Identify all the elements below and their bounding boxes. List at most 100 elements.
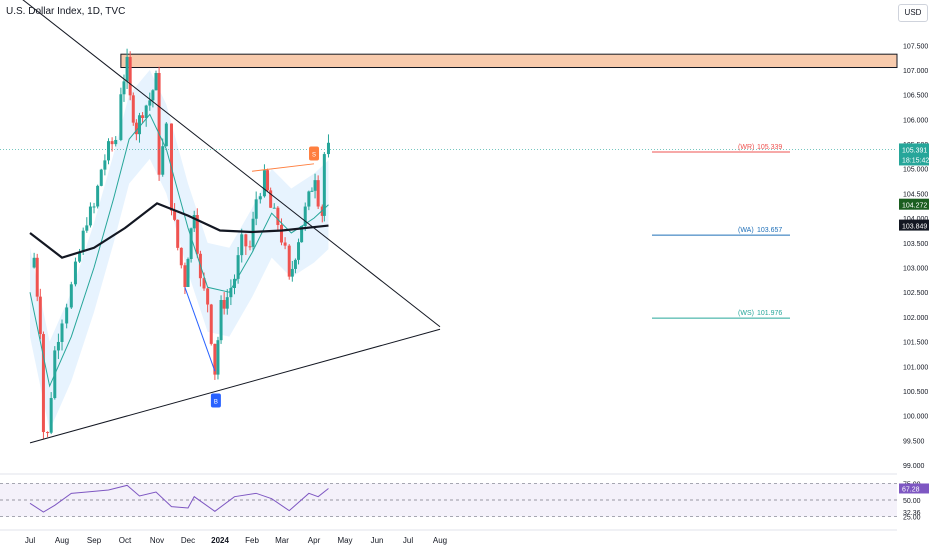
price-axis-label-time: 18:15:42: [902, 157, 929, 164]
time-axis-tick: Jul: [403, 536, 413, 545]
time-axis-tick: Aug: [433, 536, 447, 545]
time-axis-tick: Apr: [308, 536, 321, 545]
candle: [131, 95, 135, 123]
pivot-level-tag: (WR): [738, 144, 754, 151]
candle: [213, 343, 217, 375]
price-axis-label: [899, 198, 929, 210]
time-axis-tick: Jun: [371, 536, 384, 545]
price-axis-label: [899, 143, 929, 166]
price-axis-tick: 99.500: [903, 438, 925, 445]
candle: [60, 323, 64, 342]
candle: [303, 206, 307, 227]
descending-trendline[interactable]: [0, 0, 441, 328]
candle: [92, 206, 96, 208]
candle: [46, 432, 50, 434]
rsi-axis-tick: 32.36: [903, 510, 921, 517]
price-axis-label-text: 105.391: [902, 147, 927, 154]
price-axis-tick: 105.000: [903, 167, 928, 174]
200-day-moving-average: [29, 202, 329, 259]
time-axis-tick: 2024: [211, 536, 229, 545]
orange-swing-line[interactable]: [251, 163, 315, 172]
price-axis-bg[interactable]: [897, 0, 932, 550]
candle: [192, 215, 196, 229]
signal-marker[interactable]: [210, 393, 221, 408]
rsi-band: [0, 483, 897, 517]
candle: [186, 258, 190, 287]
candle: [78, 251, 82, 262]
price-axis-tick: 100.000: [903, 414, 928, 421]
candle: [176, 219, 180, 248]
candle: [229, 287, 233, 298]
candle: [32, 257, 36, 268]
candle: [216, 340, 220, 375]
time-axis-tick: Dec: [181, 536, 195, 545]
candle: [322, 154, 326, 216]
candle: [114, 139, 118, 145]
fast-moving-average: [29, 113, 329, 388]
candle: [262, 170, 266, 197]
ichimoku-cloud: [30, 69, 329, 431]
time-axis-tick: Feb: [245, 536, 259, 545]
candle: [293, 259, 297, 269]
candle: [73, 261, 77, 285]
candle: [316, 180, 320, 207]
candle: [164, 123, 168, 147]
candle: [110, 141, 114, 145]
candle: [195, 215, 199, 254]
candle: [106, 141, 110, 161]
price-axis-tick: 101.500: [903, 340, 928, 347]
time-axis-tick: Sep: [87, 536, 102, 545]
price-axis-tick: 103.000: [903, 266, 928, 273]
candle: [222, 300, 226, 309]
ascending-trendline[interactable]: [29, 328, 441, 444]
candle: [189, 228, 193, 259]
candle: [236, 255, 240, 279]
pivot-level-tag: (WS): [738, 310, 754, 317]
signal-marker[interactable]: [309, 146, 320, 161]
candle: [276, 207, 280, 225]
candle: [290, 268, 294, 277]
candle: [128, 56, 132, 96]
price-axis-tick: 107.000: [903, 68, 928, 75]
candle: [179, 247, 183, 266]
rsi-current-value: 67.28: [902, 486, 920, 493]
candle: [85, 225, 89, 231]
candle: [96, 185, 100, 207]
candle: [65, 307, 69, 324]
blue-swing-line[interactable]: [184, 287, 216, 372]
pivot-level-value: 105.339: [757, 144, 782, 151]
time-axis-tick: Nov: [150, 536, 164, 545]
pivot-level-value: 103.657: [757, 227, 782, 234]
candle: [266, 170, 270, 191]
time-axis-tick: Aug: [55, 536, 69, 545]
candle: [99, 169, 103, 186]
candle: [69, 284, 73, 308]
candle: [137, 115, 141, 135]
candle: [244, 234, 248, 247]
rsi-current-label: [899, 483, 929, 494]
candle: [151, 90, 155, 101]
candle: [248, 246, 252, 248]
candle: [122, 81, 126, 95]
chart-title: U.S. Dollar Index, 1D, TVC: [6, 6, 126, 17]
candle: [297, 242, 301, 260]
candle: [313, 180, 317, 191]
signal-marker-text: S: [312, 153, 316, 159]
price-axis-tick: 103.500: [903, 241, 928, 248]
candle: [35, 257, 39, 297]
time-axis-tick: May: [337, 536, 352, 545]
candle: [148, 100, 152, 106]
candle: [183, 265, 187, 287]
price-axis-label-text: 103.849: [902, 224, 927, 231]
candle: [310, 190, 314, 192]
candle: [320, 206, 324, 216]
candle: [134, 122, 138, 135]
currency-button[interactable]: USD: [898, 4, 928, 22]
candle: [279, 224, 283, 243]
candle: [154, 73, 158, 91]
price-axis-tick: 102.000: [903, 315, 928, 322]
price-axis-tick: 99.000: [903, 463, 925, 470]
candle: [161, 146, 165, 175]
